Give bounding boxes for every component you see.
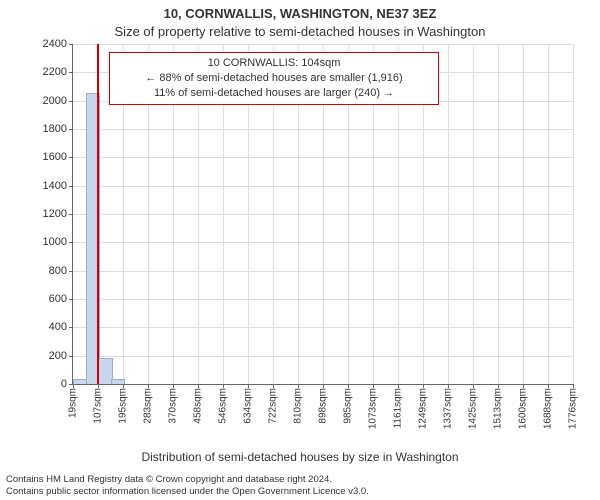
gridline-v (473, 44, 474, 384)
x-tick-mark (198, 384, 199, 388)
y-tick-mark (69, 186, 73, 187)
x-tick-label: 1513sqm (493, 384, 504, 429)
x-tick-label: 985sqm (343, 384, 354, 424)
x-tick-mark (423, 384, 424, 388)
x-tick-mark (173, 384, 174, 388)
gridline-v (573, 44, 574, 384)
x-tick-mark (548, 384, 549, 388)
x-tick-label: 458sqm (193, 384, 204, 424)
x-tick-mark (373, 384, 374, 388)
x-tick-mark (73, 384, 74, 388)
x-tick-mark (498, 384, 499, 388)
histogram-bar (111, 379, 126, 384)
x-tick-mark (573, 384, 574, 388)
x-tick-label: 1776sqm (568, 384, 579, 429)
footer-line2: Contains public sector information licen… (6, 486, 594, 498)
x-tick-mark (123, 384, 124, 388)
gridline-v (548, 44, 549, 384)
y-tick-mark (69, 157, 73, 158)
x-tick-mark (473, 384, 474, 388)
y-tick-mark (69, 271, 73, 272)
x-tick-label: 1337sqm (443, 384, 454, 429)
x-tick-label: 1161sqm (393, 384, 404, 428)
gridline-v (498, 44, 499, 384)
x-tick-mark (298, 384, 299, 388)
x-tick-label: 19sqm (68, 384, 79, 418)
y-tick-mark (69, 299, 73, 300)
y-tick-mark (69, 242, 73, 243)
x-tick-label: 810sqm (293, 384, 304, 424)
y-tick-mark (69, 72, 73, 73)
y-tick-mark (69, 214, 73, 215)
annotation-line3: 11% of semi-detached houses are larger (… (118, 86, 430, 101)
gridline-v (448, 44, 449, 384)
y-tick-mark (69, 101, 73, 102)
x-tick-mark (448, 384, 449, 388)
chart-subtitle: Size of property relative to semi-detach… (0, 24, 600, 39)
footer-line1: Contains HM Land Registry data © Crown c… (6, 474, 594, 486)
x-tick-mark (98, 384, 99, 388)
x-tick-mark (398, 384, 399, 388)
footer: Contains HM Land Registry data © Crown c… (6, 474, 594, 498)
x-tick-label: 722sqm (268, 384, 279, 424)
x-tick-label: 283sqm (143, 384, 154, 424)
x-tick-label: 1600sqm (518, 384, 529, 429)
x-tick-mark (148, 384, 149, 388)
x-tick-label: 1688sqm (543, 384, 554, 429)
x-axis-label: Distribution of semi-detached houses by … (0, 450, 600, 464)
chart-title-address: 10, CORNWALLIS, WASHINGTON, NE37 3EZ (0, 6, 600, 21)
x-tick-label: 1073sqm (368, 384, 379, 429)
x-tick-mark (273, 384, 274, 388)
x-tick-label: 546sqm (218, 384, 229, 424)
x-tick-mark (323, 384, 324, 388)
x-tick-label: 107sqm (93, 384, 104, 424)
x-tick-label: 195sqm (118, 384, 129, 424)
x-tick-mark (248, 384, 249, 388)
annotation-line2: ← 88% of semi-detached houses are smalle… (118, 71, 430, 86)
chart-wrapper: 10, CORNWALLIS, WASHINGTON, NE37 3EZ Siz… (0, 0, 600, 500)
plot-area: 0200400600800100012001400160018002000220… (72, 44, 573, 385)
y-tick-mark (69, 44, 73, 45)
y-tick-mark (69, 129, 73, 130)
x-tick-mark (223, 384, 224, 388)
gridline-v (523, 44, 524, 384)
x-tick-label: 370sqm (168, 384, 179, 424)
x-tick-mark (348, 384, 349, 388)
y-tick-mark (69, 327, 73, 328)
x-tick-label: 1425sqm (468, 384, 479, 429)
annotation-line1: 10 CORNWALLIS: 104sqm (118, 56, 430, 71)
x-tick-label: 634sqm (243, 384, 254, 424)
annotation-box: 10 CORNWALLIS: 104sqm ← 88% of semi-deta… (109, 52, 439, 105)
x-tick-mark (523, 384, 524, 388)
highlight-line (97, 44, 99, 384)
x-tick-label: 898sqm (318, 384, 329, 424)
y-tick-mark (69, 356, 73, 357)
x-tick-label: 1249sqm (418, 384, 429, 429)
